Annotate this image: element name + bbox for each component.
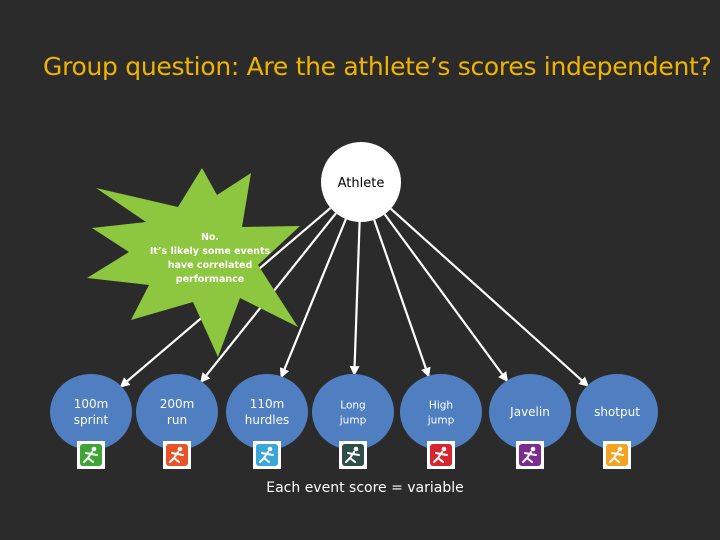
javelin-icon	[516, 441, 544, 469]
event-node-circle	[226, 374, 308, 450]
event-label: 110m	[250, 397, 285, 411]
event-node-circle	[50, 374, 132, 450]
event-label: Javelin	[509, 405, 550, 419]
event-label: 100m	[74, 397, 109, 411]
root-node: Athlete	[321, 142, 401, 222]
event-node: shotput	[576, 374, 658, 450]
event-node: Long jump	[312, 374, 394, 450]
edge-athlete-to-event	[383, 213, 509, 383]
icon-figure-body	[609, 451, 624, 463]
event-node: 110m hurdles	[226, 374, 308, 450]
icon-figure-head	[441, 446, 447, 452]
slide-title: Group question: Are the athlete’s scores…	[43, 52, 712, 81]
event-node-circle	[576, 374, 658, 450]
event-label: hurdles	[245, 413, 290, 427]
edge-athlete-to-event	[390, 207, 590, 387]
starburst-shape	[87, 168, 300, 357]
callout-burst: No. It’s likely some events have correlate…	[87, 168, 300, 357]
run-icon	[163, 441, 191, 469]
edge-athlete-to-event	[279, 218, 347, 379]
callout-text: have correlated	[168, 260, 253, 271]
icon-figure-head	[530, 446, 536, 452]
icon-figure-head	[91, 446, 97, 452]
event-node: Javelin	[489, 374, 571, 450]
event-node: High jump	[400, 374, 482, 450]
event-label: 200m	[160, 397, 195, 411]
event-label: High	[429, 400, 453, 412]
icon-figure-head	[617, 446, 623, 452]
event-label: jump	[427, 415, 455, 427]
root-label: Athlete	[338, 176, 385, 191]
icon-figure-body	[433, 451, 448, 463]
slide-caption: Each event score = variable	[266, 480, 464, 496]
event-label: run	[167, 413, 187, 427]
icon-figure-head	[267, 446, 273, 452]
root-circle	[321, 142, 401, 222]
icon-figure-head	[177, 446, 183, 452]
callout-text: No.	[201, 232, 219, 243]
shotput-icon	[603, 441, 631, 469]
edge-athlete-to-event	[373, 219, 431, 378]
icon-figure-head	[353, 446, 359, 452]
event-nodes: 100msprint200mrun110mhurdlesLongjumpHigh…	[50, 374, 658, 450]
event-icons	[77, 441, 631, 469]
high-jump-icon	[427, 441, 455, 469]
sprint-icon	[77, 441, 105, 469]
icon-figure-body	[345, 451, 360, 463]
icon-figure-body	[169, 451, 184, 463]
event-label: jump	[339, 415, 367, 427]
icon-figure-body	[259, 451, 274, 463]
event-label: sprint	[74, 413, 109, 427]
long-jump-icon	[339, 441, 367, 469]
event-node-circle	[489, 374, 571, 450]
event-node-circle	[312, 374, 394, 450]
callout-text: performance	[176, 274, 244, 285]
event-label: Long	[340, 400, 365, 412]
callout-text: It’s likely some events	[150, 246, 271, 257]
hurdles-icon	[253, 441, 281, 469]
event-node-circle	[400, 374, 482, 450]
event-label: shotput	[594, 405, 640, 419]
icon-figure-body	[83, 451, 98, 463]
event-node-circle	[136, 374, 218, 450]
event-node: 200m run	[136, 374, 218, 450]
event-node: 100m sprint	[50, 374, 132, 450]
icon-figure-body	[522, 451, 537, 463]
edge-athlete-to-event	[349, 221, 361, 377]
